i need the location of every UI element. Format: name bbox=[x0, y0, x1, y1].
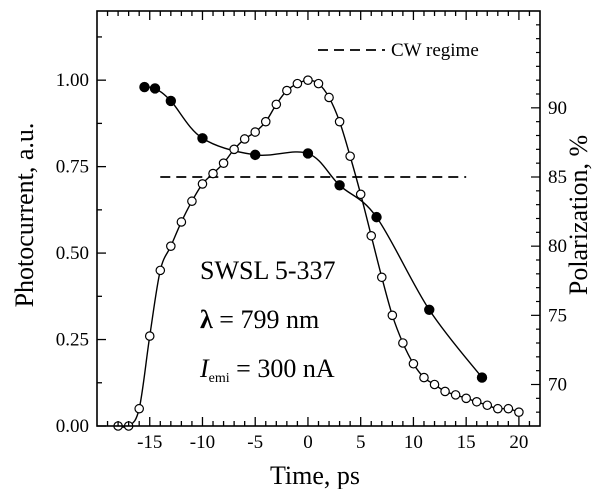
x-tick-label: 5 bbox=[356, 432, 366, 453]
photocurrent-point bbox=[197, 179, 208, 189]
y-axis-left-title: Photocurrent, a.u. bbox=[10, 123, 39, 308]
lambda-symbol: λ bbox=[200, 305, 213, 334]
x-tick-label: 0 bbox=[303, 432, 313, 453]
photocurrent-point bbox=[355, 189, 366, 200]
photocurrent-point bbox=[493, 403, 503, 414]
polarization-point bbox=[371, 211, 382, 223]
photocurrent-point bbox=[398, 338, 408, 348]
y-left-tick-label: 0.00 bbox=[56, 416, 89, 437]
photocurrent-point bbox=[313, 78, 324, 89]
photocurrent-point bbox=[176, 217, 187, 227]
y-right-tick-label: 80 bbox=[548, 236, 567, 257]
photocurrent-point bbox=[134, 403, 144, 414]
annotation-current: Iemi = 300 nA bbox=[199, 354, 335, 386]
photocurrent-point bbox=[471, 396, 482, 407]
photocurrent-point bbox=[461, 393, 471, 404]
photocurrent-point bbox=[376, 272, 387, 283]
photocurrent-point bbox=[482, 400, 493, 411]
y-left-tick-label: 0.75 bbox=[56, 157, 89, 178]
photocurrent-point bbox=[144, 331, 155, 341]
legend: CW regime bbox=[318, 40, 479, 61]
x-tick-label: 10 bbox=[404, 432, 423, 453]
photocurrent-point bbox=[250, 127, 261, 137]
polarization-point bbox=[139, 81, 150, 93]
polarization-curve bbox=[144, 86, 483, 379]
photocurrent-point bbox=[345, 151, 355, 162]
y-right-tick-label: 90 bbox=[548, 98, 567, 119]
photocurrent-point bbox=[229, 144, 239, 155]
polarization-point bbox=[302, 148, 314, 159]
annotation-wavelength: λ = 799 nm bbox=[200, 305, 319, 334]
polarization-point bbox=[334, 180, 345, 191]
polarization-point bbox=[149, 83, 161, 94]
photocurrent-point bbox=[408, 358, 419, 369]
legend-label: CW regime bbox=[391, 40, 479, 61]
x-tick-label: 15 bbox=[457, 432, 476, 453]
y-right-tick-label: 85 bbox=[548, 167, 567, 188]
y-left-tick-label: 0.25 bbox=[56, 330, 89, 351]
current-subscript: emi bbox=[209, 371, 230, 386]
photocurrent-point bbox=[187, 196, 197, 207]
x-tick-label: 20 bbox=[509, 432, 528, 453]
photocurrent-point bbox=[324, 92, 334, 103]
photocurrent-point bbox=[292, 78, 303, 89]
polarization-point bbox=[424, 304, 435, 315]
y-axis-right-title: Polarization, % bbox=[564, 135, 593, 295]
photocurrent-point bbox=[334, 116, 345, 127]
y-left-tick-label: 1.00 bbox=[56, 70, 89, 91]
photocurrent-point bbox=[282, 85, 292, 96]
photocurrent-point bbox=[166, 241, 176, 251]
photocurrent-point bbox=[366, 230, 377, 241]
y-right-tick-label: 70 bbox=[548, 375, 567, 396]
y-left-tick-label: 0.50 bbox=[56, 243, 89, 264]
annotation-block: SWSL 5-337 λ = 799 nm Iemi = 300 nA bbox=[199, 256, 336, 386]
photocurrent-point bbox=[239, 134, 250, 144]
polarization-point bbox=[476, 372, 488, 383]
markers-layer bbox=[113, 75, 524, 431]
photocurrent-point bbox=[218, 158, 229, 168]
wavelength-value: = 799 nm bbox=[213, 305, 319, 334]
photocurrent-point bbox=[440, 386, 450, 397]
polarization-point bbox=[165, 95, 177, 107]
x-tick-label: -15 bbox=[137, 432, 162, 453]
photocurrent-point bbox=[303, 75, 313, 85]
polarization-point bbox=[250, 149, 261, 161]
photocurrent-point bbox=[503, 403, 514, 414]
photocurrent-point bbox=[419, 372, 429, 383]
annotation-sample: SWSL 5-337 bbox=[200, 256, 336, 285]
photocurrent-point bbox=[155, 265, 166, 276]
y-right-tick-label: 75 bbox=[548, 305, 567, 326]
polarization-point bbox=[197, 133, 208, 144]
photocurrent-point bbox=[271, 99, 282, 110]
photocurrent-point bbox=[429, 379, 440, 390]
axes-layer: -15 -10 -5 0 5 10 15 20 0.00 0.25 0.50 0.75 1.00 70 75… bbox=[56, 10, 567, 453]
x-tick-label: -10 bbox=[190, 432, 215, 453]
current-value: = 300 nA bbox=[230, 354, 335, 383]
x-axis-title: Time, ps bbox=[270, 461, 360, 489]
current-symbol: I bbox=[199, 354, 210, 383]
x-tick-label: -5 bbox=[247, 432, 263, 453]
photocurrent-point bbox=[387, 310, 398, 321]
photocurrent-point bbox=[208, 168, 218, 179]
photocurrent-point bbox=[450, 390, 461, 400]
photocurrent-point bbox=[260, 116, 271, 127]
photocurrent-point bbox=[514, 407, 524, 417]
